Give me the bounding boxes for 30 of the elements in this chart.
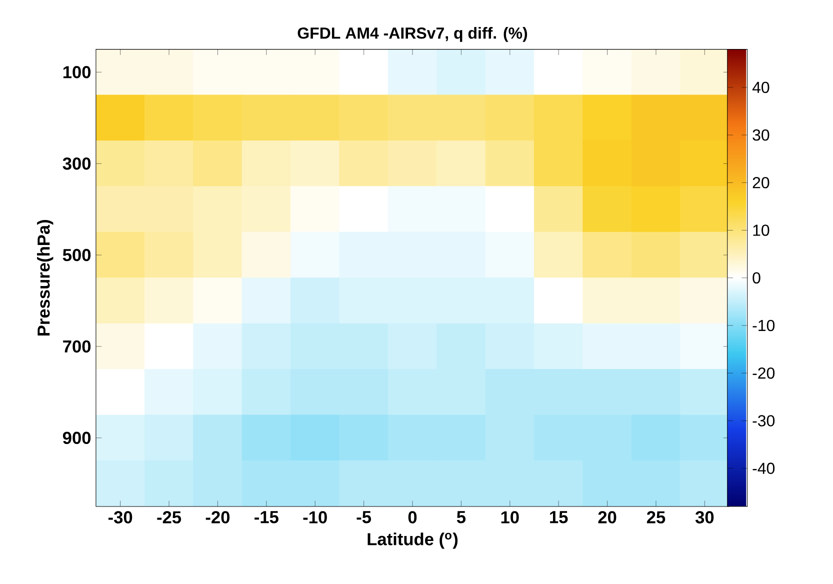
color-bar-label: 40 — [752, 82, 770, 94]
x-tick-label: 30 — [695, 511, 714, 524]
x-tick-label: -20 — [206, 511, 230, 524]
color-bar-label: 20 — [752, 177, 770, 188]
y-tick-label: 700 — [63, 340, 91, 353]
x-tick-label: -30 — [108, 511, 132, 524]
x-tick-label: -10 — [303, 511, 327, 524]
x-tick-label: 0 — [408, 511, 417, 524]
y-tick-label: 300 — [62, 158, 91, 170]
x-tick-label: -15 — [254, 511, 278, 524]
x-tick-label: -25 — [157, 511, 182, 524]
y-tick-label: 100 — [63, 66, 91, 78]
color-bar-label: -30 — [752, 415, 775, 426]
color-bar-label: -20 — [752, 368, 775, 379]
color-bar-label: 10 — [753, 224, 770, 236]
x-tick-label: 25 — [646, 511, 666, 524]
y-axis-title: Pressure(hPa) — [37, 220, 54, 336]
x-tick-label: 10 — [501, 511, 519, 524]
color-bar-label: -40 — [752, 462, 775, 474]
color-bar-label: 0 — [752, 272, 760, 284]
y-tick-label: 500 — [62, 249, 91, 262]
x-tick-label: 5 — [456, 511, 466, 524]
x-axis-title: Latitude ($^{o}$) — [368, 532, 458, 549]
x-tick-label: 15 — [550, 511, 568, 524]
chart-title: GFDL AM4 -AIRSv7, q diff. (%) — [298, 27, 528, 42]
color-bar-label: 30 — [752, 129, 770, 141]
y-tick-label: 900 — [62, 432, 91, 444]
x-tick-label: -5 — [356, 511, 372, 524]
x-tick-label: 20 — [598, 511, 616, 524]
color-bar-label: -10 — [752, 320, 775, 332]
